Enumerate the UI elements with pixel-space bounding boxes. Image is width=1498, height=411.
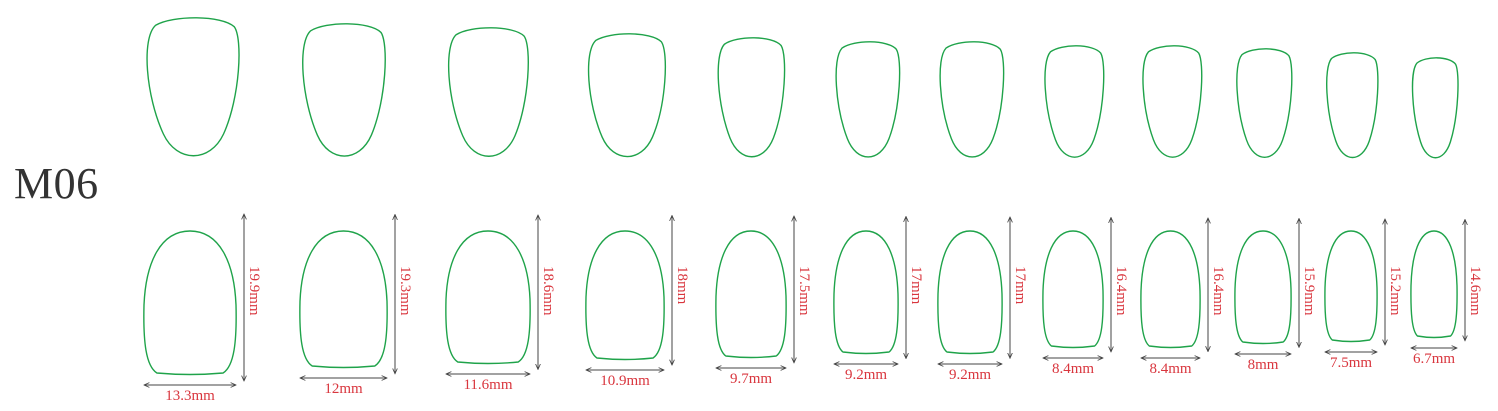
nail-outline-top: [939, 41, 1005, 158]
nail-outline-top: [1326, 52, 1379, 158]
length-label: 14.6mm: [1467, 266, 1483, 316]
nail-outline-top: [1044, 45, 1105, 158]
nail-outline-top: [1411, 57, 1459, 159]
top-row-outlines: [146, 17, 1459, 159]
length-label: 15.9mm: [1301, 266, 1317, 316]
width-label: 8.4mm: [1052, 361, 1094, 377]
bottom-row-dimensioned: 19.9mm 13.3mm 19.3mm 12mm 18.6mm 11.6mm 18mm 10…: [143, 214, 1483, 404]
nail-outline-bottom: [445, 230, 531, 365]
length-label: 19.3mm: [397, 266, 413, 316]
width-label: 8.4mm: [1149, 361, 1191, 377]
length-label: 19.9mm: [246, 266, 262, 316]
width-label: 11.6mm: [463, 377, 512, 393]
nail-outline-bottom: [1324, 230, 1378, 343]
nail-outline-bottom: [1410, 230, 1458, 339]
length-label: 17mm: [908, 266, 924, 305]
nail-outline-bottom: [585, 230, 665, 361]
nail-outline-top: [717, 37, 786, 158]
length-label: 18mm: [674, 266, 690, 305]
nail-outline-top: [587, 33, 667, 158]
nail-outline-top: [835, 41, 901, 158]
width-label: 6.7mm: [1413, 351, 1455, 367]
nail-outline-top: [448, 27, 529, 157]
nail-outline-top: [1142, 45, 1203, 158]
nail-outline-bottom: [715, 230, 787, 359]
width-label: 9.2mm: [949, 367, 991, 383]
width-label: 12mm: [324, 381, 363, 397]
nail-outline-bottom: [1140, 230, 1201, 349]
nail-outline-bottom: [299, 230, 388, 369]
width-label: 9.7mm: [730, 371, 772, 387]
width-label: 9.2mm: [845, 367, 887, 383]
width-label: 7.5mm: [1330, 355, 1372, 371]
length-label: 16.4mm: [1113, 266, 1129, 316]
nail-outline-bottom: [833, 230, 899, 355]
nail-outline-bottom: [1234, 230, 1292, 345]
length-label: 18.6mm: [540, 266, 556, 316]
nail-outline-top: [302, 23, 386, 157]
length-label: 17mm: [1012, 266, 1028, 305]
nail-outline-bottom: [143, 230, 237, 376]
length-label: 15.2mm: [1387, 266, 1403, 316]
nail-outline-top: [146, 17, 240, 157]
length-label: 17.5mm: [796, 266, 812, 316]
length-label: 16.4mm: [1210, 266, 1226, 316]
nail-outline-bottom: [937, 230, 1003, 355]
width-label: 10.9mm: [600, 373, 650, 389]
nail-outline-bottom: [1042, 230, 1104, 349]
model-title: M06: [14, 159, 99, 208]
width-label: 13.3mm: [165, 388, 215, 404]
width-label: 8mm: [1248, 357, 1279, 373]
nail-outline-top: [1236, 48, 1293, 158]
